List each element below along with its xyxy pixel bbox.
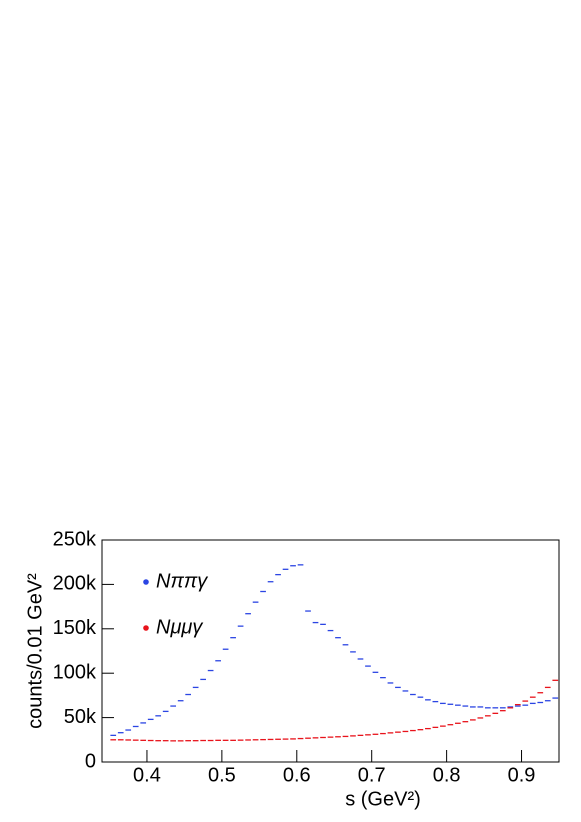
y-tick-label: 200k (53, 573, 97, 595)
x-tick-label: 0.4 (133, 764, 161, 786)
x-tick-label: 0.9 (508, 764, 536, 786)
plot-frame (101, 539, 560, 763)
x-tick-label: 0.7 (358, 764, 386, 786)
x-axis-label: s (GeV²) (345, 788, 421, 810)
legend-marker (143, 579, 149, 585)
x-tick-label: 0.8 (433, 764, 461, 786)
y-tick-label: 250k (53, 528, 97, 550)
y-tick-label: 50k (64, 706, 97, 728)
y-tick-label: 100k (53, 661, 97, 683)
x-tick-label: 0.6 (283, 764, 311, 786)
x-tick-label: 0.5 (208, 764, 236, 786)
legend-label: Nμμγ (156, 616, 203, 638)
y-axis-label: counts/0.01 GeV² (24, 573, 46, 729)
legend-marker (143, 625, 149, 631)
y-tick-label: 150k (53, 617, 97, 639)
legend-label: Nππγ (156, 570, 208, 592)
y-tick-label: 0 (85, 750, 96, 772)
